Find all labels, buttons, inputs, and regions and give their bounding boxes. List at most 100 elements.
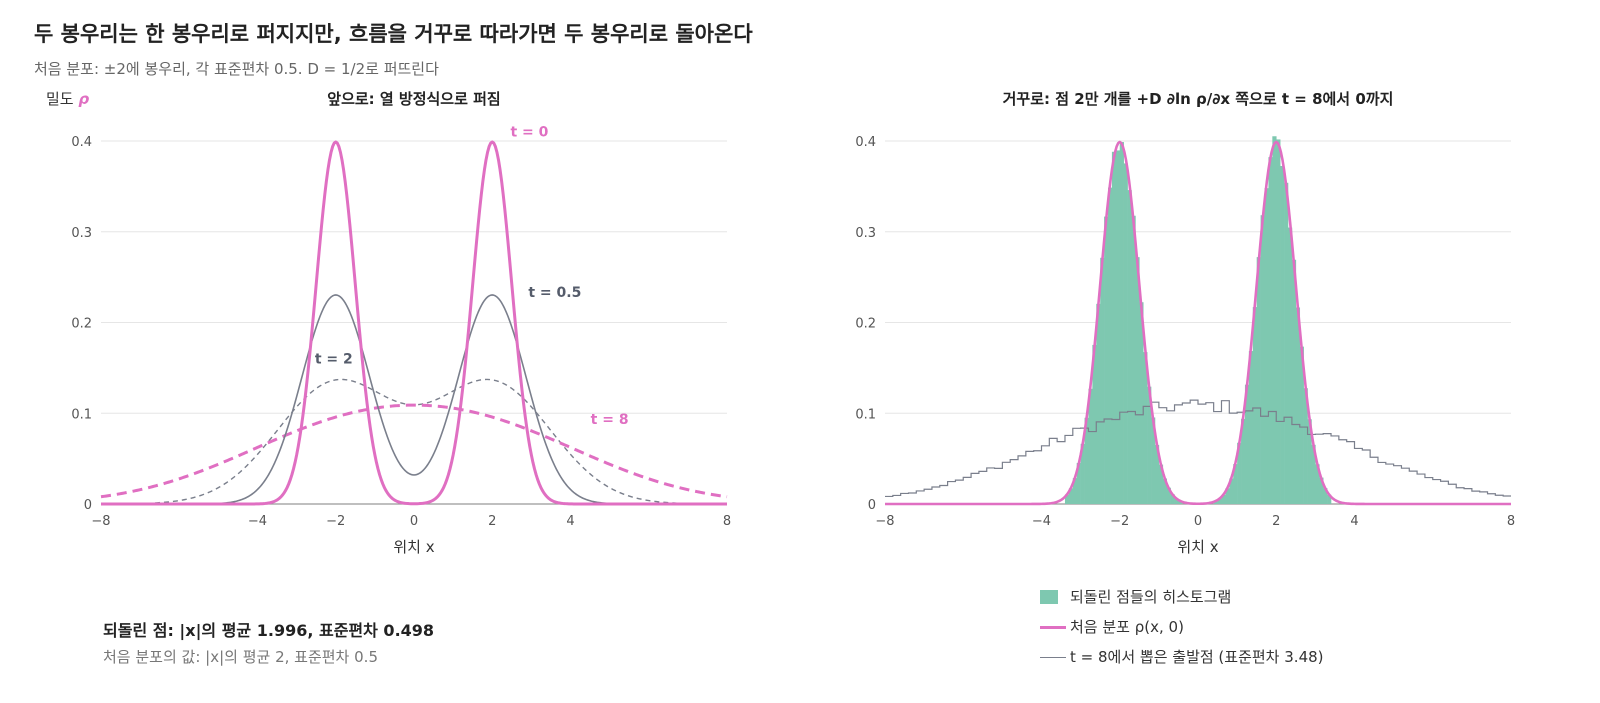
y-axis-label: 밀도 ρ <box>46 90 89 108</box>
x-tick-label: 4 <box>566 514 574 529</box>
histogram-bar <box>1096 303 1101 504</box>
stats-reference: 처음 분포의 값: |x|의 평균 2, 표준편차 0.5 <box>103 648 378 666</box>
y-tick-label: 0.4 <box>855 135 876 150</box>
histogram-bar <box>1244 384 1250 504</box>
histogram-bar <box>1213 500 1218 504</box>
histogram-bar <box>1143 352 1148 504</box>
histogram-bar <box>1166 487 1171 504</box>
y-tick-label: 0.2 <box>71 317 92 332</box>
series-line-t-2 <box>100 378 728 505</box>
gray-line-icon <box>1040 657 1066 658</box>
x-tick-label: 8 <box>1507 514 1515 529</box>
histogram-bar <box>1088 388 1093 504</box>
histogram-bar <box>1135 257 1140 504</box>
legend-label: t = 8에서 뽑은 출발점 (표준편차 3.48) <box>1070 648 1324 666</box>
histogram-bar <box>1256 257 1261 504</box>
histogram-bar <box>1064 494 1070 504</box>
x-tick-label: −2 <box>1110 514 1129 529</box>
x-tick-label: −4 <box>248 514 267 529</box>
x-tick-label: −8 <box>91 514 110 529</box>
legend: 되돌린 점들의 히스토그램 처음 분포 ρ(x, 0) t = 8에서 뽑은 출… <box>1040 586 1324 676</box>
histogram-bar <box>1084 417 1089 504</box>
histogram-bar <box>1174 498 1179 504</box>
histogram-bar <box>1139 302 1144 504</box>
histogram-bar <box>1104 216 1109 504</box>
y-tick-label: 0 <box>868 498 876 513</box>
x-tick-label: 2 <box>488 514 496 529</box>
histogram-bar <box>1268 157 1273 504</box>
x-tick-label: 4 <box>1350 514 1358 529</box>
histogram-bar <box>1272 136 1277 504</box>
histogram-bar <box>1221 494 1226 504</box>
histogram-bar <box>1284 182 1289 505</box>
legend-label: 되돌린 점들의 히스토그램 <box>1070 588 1232 606</box>
histogram-bar <box>1092 344 1097 504</box>
histogram-bar <box>1147 386 1152 504</box>
series-annotation: t = 8 <box>591 412 629 428</box>
series-line-t-8 <box>100 403 728 499</box>
series-line-initial-density <box>885 140 1511 506</box>
legend-item-start: t = 8에서 뽑은 출발점 (표준편차 3.48) <box>1040 646 1324 676</box>
x-tick-label: −4 <box>1032 514 1051 529</box>
green-square-icon <box>1040 590 1058 604</box>
x-tick-label: 2 <box>1272 514 1280 529</box>
histogram-bar <box>1233 464 1238 504</box>
histogram-bar <box>1076 462 1081 504</box>
histogram-bar <box>1108 187 1113 505</box>
legend-item-histogram: 되돌린 점들의 히스토그램 <box>1040 586 1324 616</box>
histogram-bar <box>1241 418 1246 504</box>
histogram-bar <box>1170 494 1175 504</box>
x-tick-label: −8 <box>875 514 894 529</box>
y-tick-label: 0.1 <box>71 407 92 422</box>
histogram-bar <box>1237 442 1242 504</box>
histogram-bar <box>1111 151 1117 505</box>
histogram-bar <box>1299 346 1304 504</box>
x-tick-label: 8 <box>723 514 731 529</box>
histogram-bar <box>1287 227 1293 504</box>
y-tick-label: 0.3 <box>71 226 92 241</box>
pink-line-icon <box>1040 626 1066 629</box>
histogram-bar <box>1080 443 1085 504</box>
histogram-bar <box>1291 259 1297 504</box>
x-axis-label: 위치 x <box>1177 538 1218 556</box>
histogram-bar <box>1280 165 1285 504</box>
histogram-bar <box>1154 444 1160 504</box>
histogram-bar <box>1248 351 1254 504</box>
page-subtitle: 처음 분포: ±2에 봉우리, 각 표준편차 0.5. D = 1/2로 퍼뜨린… <box>34 60 439 78</box>
histogram-bar <box>1072 478 1078 504</box>
histogram-bar <box>1323 488 1328 504</box>
histogram-bar <box>1119 142 1124 505</box>
histogram-bar <box>1260 215 1265 504</box>
histogram-bar <box>1217 498 1222 504</box>
legend-item-initial: 처음 분포 ρ(x, 0) <box>1040 616 1324 646</box>
histogram-bar <box>1303 388 1308 504</box>
histogram-bar <box>1127 190 1132 504</box>
y-tick-label: 0.3 <box>855 226 876 241</box>
x-tick-label: 0 <box>410 514 418 529</box>
histogram-bar <box>1225 488 1230 504</box>
histogram-bar <box>1115 150 1121 505</box>
series-step-starting-points <box>885 399 1511 498</box>
y-tick-label: 0.1 <box>855 407 876 422</box>
series-annotation: t = 0.5 <box>528 285 581 301</box>
histogram-bar <box>1131 215 1136 505</box>
legend-label: 처음 분포 ρ(x, 0) <box>1070 618 1184 636</box>
histogram-bar <box>1264 188 1269 504</box>
page-title: 두 봉우리는 한 봉우리로 퍼지지만, 흐름을 거꾸로 따라가면 두 봉우리로 … <box>34 22 753 46</box>
x-tick-label: −2 <box>326 514 345 529</box>
histogram-bar <box>1311 444 1316 504</box>
x-axis-label: 위치 x <box>393 538 434 556</box>
histogram-bar <box>1315 464 1320 504</box>
histogram-bar <box>1158 464 1164 504</box>
histogram-bar <box>1151 417 1156 504</box>
histogram-bar <box>1123 163 1128 505</box>
histogram-bar <box>1162 478 1167 504</box>
histogram-bar <box>1327 494 1332 504</box>
y-tick-label: 0.2 <box>855 317 876 332</box>
series-annotation: t = 2 <box>315 351 353 367</box>
stats-result: 되돌린 점: |x|의 평균 1.996, 표준편차 0.498 <box>103 621 435 640</box>
histogram-bar <box>1229 478 1234 504</box>
histogram-bar <box>1178 501 1183 504</box>
series-annotation: t = 0 <box>510 124 548 140</box>
